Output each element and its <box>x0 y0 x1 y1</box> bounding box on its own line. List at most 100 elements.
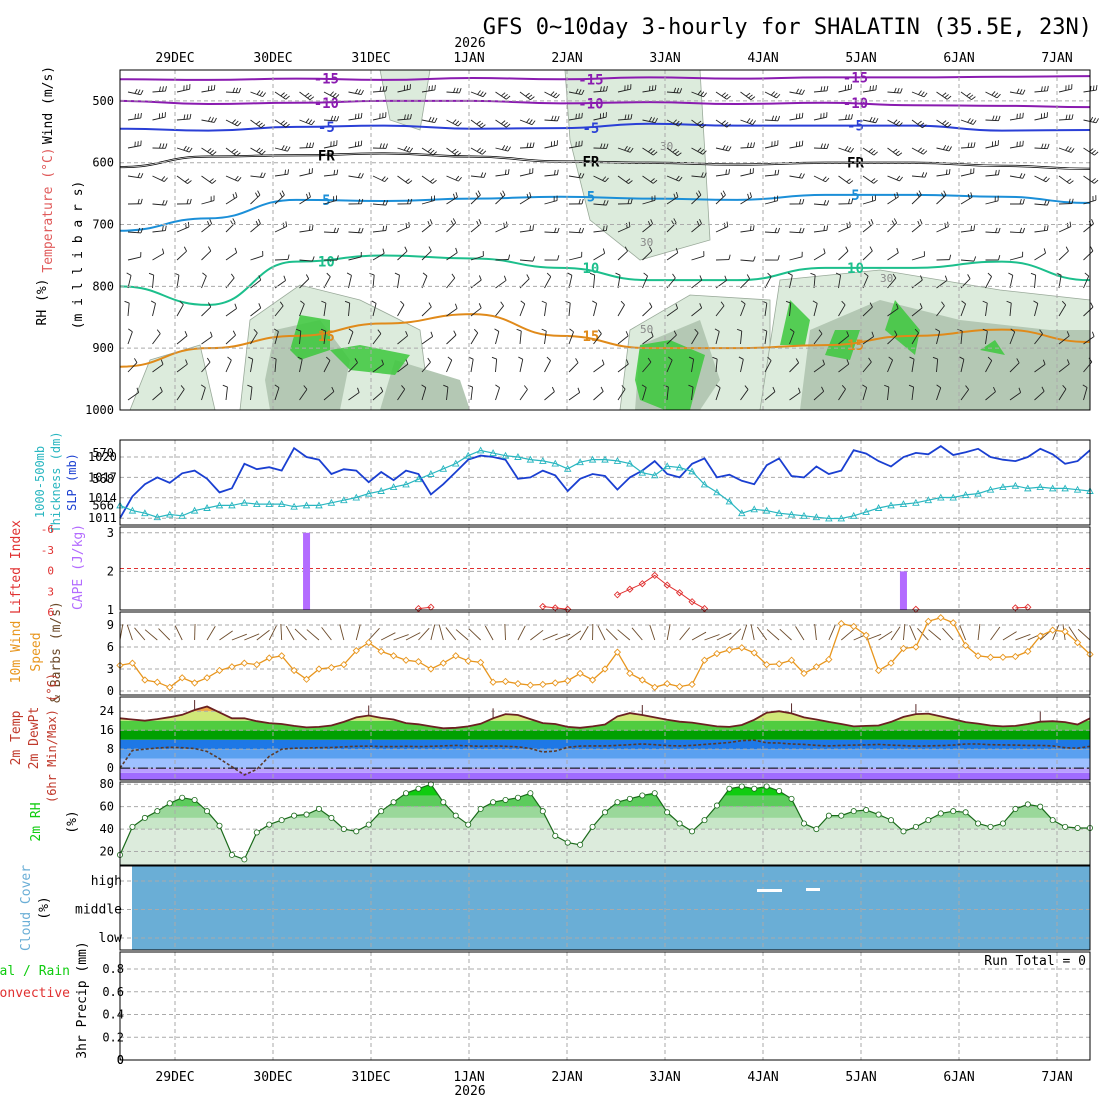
wind-barb <box>593 175 606 183</box>
lifted-index-y-tick: 3 <box>47 585 54 598</box>
wind-barb-feather <box>183 246 187 252</box>
wind-barb-feather <box>801 173 805 179</box>
thickness-marker <box>762 506 771 514</box>
wind-barb <box>176 275 180 289</box>
wind-barb <box>764 331 768 345</box>
wind-barb-feather <box>944 94 949 98</box>
rh2m-marker <box>689 828 696 835</box>
wind-barb-feather <box>257 218 261 224</box>
wind-barb <box>911 147 924 155</box>
wind-barb-feather <box>529 192 532 198</box>
wind-barb-feather <box>1022 199 1025 205</box>
wind-barb <box>201 306 212 317</box>
wind-barb <box>715 194 726 205</box>
wind-barb-feather <box>651 117 655 123</box>
wind-barb-feather <box>482 92 487 97</box>
wind-barb-feather <box>700 91 705 96</box>
wind-barb-feather <box>160 359 164 365</box>
wind-barb-feather <box>454 150 459 155</box>
wind-barb-feather <box>162 86 164 92</box>
wind-barb-feather <box>360 173 364 179</box>
wind-barb-feather <box>696 220 700 226</box>
thickness-marker <box>1036 483 1045 491</box>
wind-barb <box>960 259 974 262</box>
wind-barb <box>446 119 459 127</box>
wind-barb <box>323 200 337 205</box>
wind-barb-feather <box>1044 86 1046 92</box>
wind-barb-feather <box>1090 246 1094 252</box>
thickness-marker <box>377 487 385 494</box>
wind-barb <box>617 388 626 401</box>
wind10m-ylabel-speed: Speed <box>29 632 44 671</box>
wind-barb <box>936 147 950 152</box>
wind-barb <box>715 226 728 233</box>
wind-barb <box>813 252 826 261</box>
wind-barb-feather <box>253 328 258 334</box>
wind-barb <box>715 305 725 317</box>
wind-barb-feather <box>503 222 505 228</box>
wind-barb-feather <box>308 192 311 198</box>
wind10m-barb <box>666 624 671 641</box>
wind-barb <box>985 331 988 345</box>
wind10m-speed-marker <box>986 653 995 661</box>
wind-barb-feather <box>675 175 680 181</box>
wind-barb <box>862 336 874 345</box>
wind-barb-feather <box>403 145 408 151</box>
wind-barb-feather <box>581 227 585 233</box>
wind-barb-feather <box>677 152 682 157</box>
wind-barb <box>201 361 211 373</box>
wind-barb-feather <box>1047 85 1049 91</box>
wind-barb-feather <box>451 148 457 153</box>
wind10m-barb <box>256 629 270 641</box>
wind-barb-feather <box>479 91 484 96</box>
wind-barb-feather <box>546 272 552 277</box>
wind-barb <box>617 118 631 121</box>
wind-barb-feather <box>1084 272 1089 277</box>
wind-barb <box>152 363 164 373</box>
wind-barb <box>789 175 803 179</box>
wind-barb-feather <box>1045 177 1050 183</box>
wind-barb <box>397 363 409 373</box>
wind-barb <box>421 336 433 345</box>
wind-barb-feather <box>458 176 462 182</box>
wind-barb-feather <box>336 255 339 261</box>
wind-barb <box>495 259 509 261</box>
wind-barb-feather <box>921 172 925 178</box>
wind-barb-feather <box>354 88 359 94</box>
wind-barb <box>299 146 313 149</box>
wind-barb-feather <box>629 147 634 153</box>
rh2m-marker <box>129 823 136 830</box>
rh2m-marker <box>179 794 186 801</box>
wind-barb-feather <box>516 328 522 332</box>
wind-barb-feather <box>600 86 602 92</box>
wind-barb <box>1083 147 1095 156</box>
temp-band <box>120 758 1090 769</box>
wind-barb-feather <box>500 301 504 307</box>
wind-barb <box>299 229 313 233</box>
wind-barb-feather <box>148 272 154 276</box>
wind-barb <box>715 119 728 128</box>
thickness-marker <box>514 453 522 460</box>
wind-barb-feather <box>287 146 291 152</box>
wind-barb-feather <box>287 169 289 175</box>
wind-barb <box>642 119 656 124</box>
wind-barb-feather <box>726 123 731 128</box>
wind10m-barb <box>567 630 582 641</box>
wind-barb-feather <box>894 330 898 336</box>
rh2m-marker <box>1024 801 1031 808</box>
wind-barb <box>862 250 873 261</box>
wind10m-barb <box>691 631 707 641</box>
wind-barb <box>250 147 263 155</box>
wind-barb <box>127 145 141 149</box>
wind-barb <box>838 250 849 261</box>
wind-barb-feather <box>280 120 285 125</box>
wind-barb <box>715 359 718 373</box>
cloud-gap <box>757 889 782 892</box>
wind-barb-feather <box>348 328 354 333</box>
wind-barb <box>323 303 327 317</box>
wind-barb <box>568 175 582 179</box>
wind-barb-feather <box>283 93 288 98</box>
upper-air-y-tick: 1000 <box>85 403 114 417</box>
wind-barb-feather <box>357 113 360 119</box>
wind-barb-feather <box>165 86 167 92</box>
